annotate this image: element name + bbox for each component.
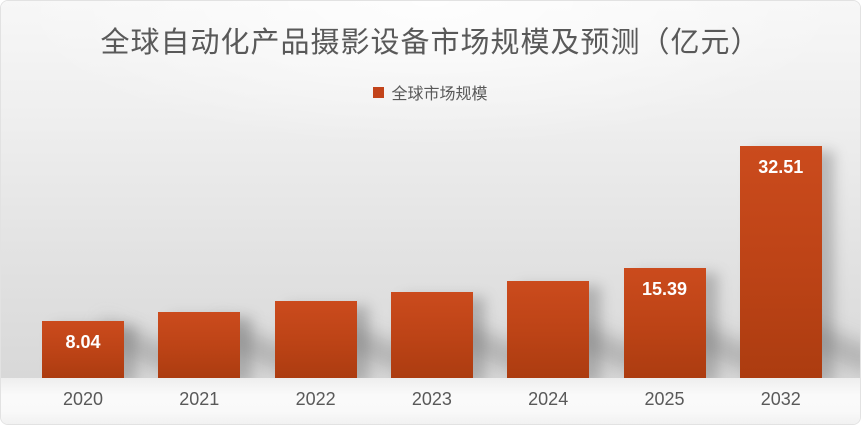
x-axis-label-2021: 2021 [179, 389, 220, 409]
x-axis-label-2032: 2032 [760, 389, 801, 409]
legend-marker-icon [373, 86, 385, 98]
bar-2021 [158, 312, 241, 378]
legend: 全球市场规模 [1, 80, 860, 104]
x-axis-label-2022: 2022 [295, 389, 336, 409]
bar-2022 [274, 300, 357, 378]
x-axis-label-2025: 2025 [644, 389, 685, 409]
plot-floor [1, 378, 860, 424]
bar-2032: 32.51 [739, 146, 822, 378]
bar-2023 [390, 292, 473, 378]
bar-value-label: 15.39 [641, 279, 688, 300]
chart-title: 全球自动化产品摄影设备市场规模及预测（亿元） [100, 25, 761, 59]
bar-2024 [507, 280, 590, 378]
bar-2025: 15.39 [623, 268, 706, 378]
x-axis-label-2024: 2024 [528, 389, 569, 409]
legend-label: 全球市场规模 [391, 86, 488, 103]
bar-value-label: 8.04 [65, 331, 101, 352]
plot-area: 8.04 15.39 32.51 [1, 1, 860, 378]
x-axis-label-2020: 2020 [62, 389, 104, 409]
x-axis-label-2023: 2023 [411, 389, 452, 409]
bar-2020: 8.04 [42, 320, 124, 378]
bar-value-label: 32.51 [758, 157, 804, 177]
